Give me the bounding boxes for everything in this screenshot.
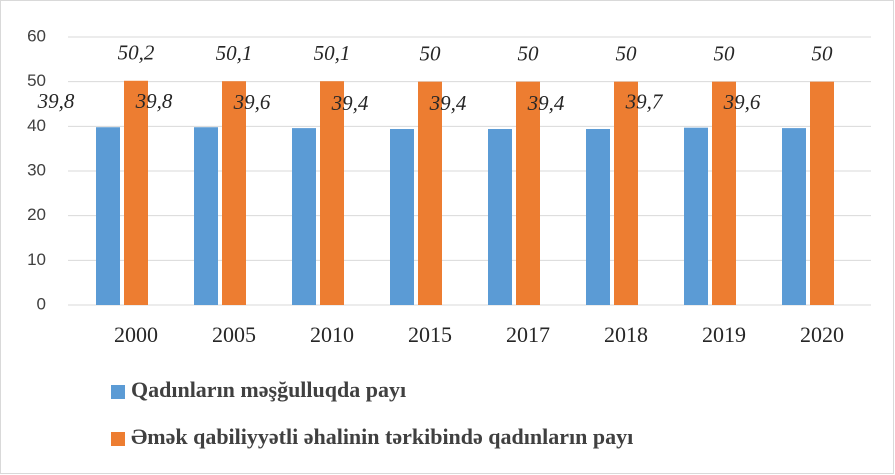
bar — [712, 81, 736, 306]
value-label: 39,8 — [135, 89, 173, 113]
x-tick-label: 2018 — [604, 322, 648, 347]
bar — [684, 127, 708, 305]
y-tick-label: 30 — [27, 160, 46, 179]
bar — [390, 129, 414, 305]
value-label: 50,1 — [314, 41, 351, 65]
value-label: 50,2 — [118, 41, 155, 65]
bar — [418, 81, 442, 306]
value-label: 39,7 — [625, 89, 664, 113]
y-tick-label: 40 — [27, 116, 46, 135]
y-tick-label: 20 — [27, 205, 46, 224]
y-tick-label: 60 — [27, 26, 46, 45]
bar — [782, 128, 806, 305]
value-label: 39,4 — [527, 91, 565, 115]
bar — [810, 81, 834, 306]
y-tick-label: 0 — [37, 294, 46, 313]
value-label: 39,4 — [331, 91, 369, 115]
bar — [320, 81, 344, 305]
value-label: 50,1 — [216, 41, 253, 65]
value-label: 50 — [518, 41, 540, 65]
x-tick-label: 2010 — [310, 322, 354, 347]
value-label: 50 — [714, 41, 736, 65]
bar — [194, 127, 218, 305]
value-label: 39,8 — [37, 89, 75, 113]
value-label: 50 — [420, 41, 442, 65]
bar — [222, 81, 246, 305]
x-tick-label: 2020 — [800, 322, 844, 347]
value-label: 39,6 — [723, 90, 761, 114]
bar — [488, 129, 512, 305]
legend-label: Qadınların məşğulluqda payı — [131, 377, 406, 402]
value-label: 50 — [812, 41, 834, 65]
x-tick-label: 2015 — [408, 322, 452, 347]
x-tick-label: 2017 — [506, 322, 550, 347]
value-label: 39,6 — [233, 90, 271, 114]
value-label: 39,4 — [429, 91, 467, 115]
bar — [586, 129, 610, 305]
y-tick-label: 10 — [27, 250, 46, 269]
bar — [516, 81, 540, 306]
x-tick-label: 2019 — [702, 322, 746, 347]
legend-swatch — [111, 385, 125, 399]
value-label: 50 — [616, 41, 638, 65]
x-tick-label: 2005 — [212, 322, 256, 347]
x-tick-label: 2000 — [114, 322, 158, 347]
bar — [96, 127, 120, 305]
legend-swatch — [111, 432, 125, 446]
bar — [124, 80, 148, 305]
y-tick-label: 50 — [27, 71, 46, 90]
legend-label: Əmək qabiliyyətli əhalinin tərkibində qa… — [131, 424, 633, 449]
bar — [614, 81, 638, 306]
bar — [292, 128, 316, 305]
